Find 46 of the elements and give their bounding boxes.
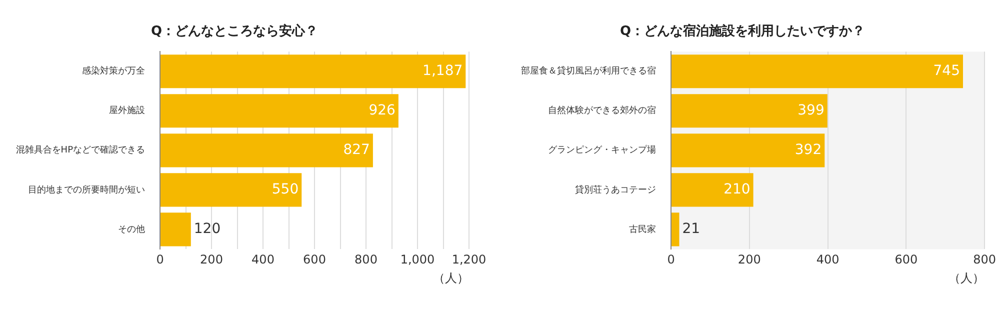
x-tick-label: 0	[156, 252, 164, 267]
y-tick-label: 貸別荘うあコテージ	[575, 184, 656, 196]
y-tick-label: 部屋食＆貸切風呂が利用できる宿	[521, 66, 656, 77]
y-tick-label: グランピング・キャンプ場	[548, 144, 656, 156]
chart-title: Q：どんなところなら安心？	[150, 23, 318, 40]
bar	[672, 173, 754, 207]
data-label: 550	[272, 182, 299, 198]
x-tick-label: 200	[738, 252, 761, 267]
x-tick-label: 800	[354, 252, 378, 267]
bar	[160, 54, 466, 88]
data-label: 745	[933, 63, 960, 79]
bar	[672, 212, 680, 246]
x-axis-title: （人）	[433, 270, 469, 285]
bar	[160, 94, 398, 128]
data-label: 926	[368, 102, 396, 119]
x-axis-title: （人）	[948, 270, 985, 285]
bar	[672, 54, 963, 88]
x-tick-label: 200	[200, 252, 223, 267]
x-tick-label: 400	[252, 252, 274, 267]
y-tick-label: 自然体験ができる郊外の宿	[548, 105, 656, 116]
data-label: 210	[724, 182, 750, 198]
data-label: 1,187	[422, 63, 463, 79]
y-tick-label: 混雑具合をHPなどで確認できる	[16, 144, 145, 156]
bar	[160, 134, 373, 168]
bar	[672, 94, 828, 128]
bar	[672, 134, 825, 168]
y-tick-label: 屋外施設	[109, 105, 145, 116]
x-tick-label: 400	[816, 252, 840, 267]
x-tick-label: 1,000	[400, 252, 435, 267]
x-tick-label: 800	[973, 252, 996, 267]
data-label: 827	[343, 142, 370, 158]
y-tick-label: 古民家	[629, 224, 656, 235]
data-label: 392	[794, 142, 822, 158]
y-tick-label: 感染対策が万全	[82, 66, 145, 77]
x-tick-label: 1,200	[452, 252, 486, 267]
bar	[160, 212, 191, 246]
x-tick-label: 0	[667, 252, 675, 267]
data-label: 399	[798, 102, 824, 119]
y-tick-label: その他	[118, 224, 145, 235]
bar	[160, 173, 302, 207]
x-tick-label: 600	[894, 252, 918, 267]
chart-title: Q：どんな宿泊施設を利用したいですか？	[620, 23, 866, 40]
data-label: 120	[194, 221, 221, 238]
y-tick-label: 目的地までの所要時間が短い	[28, 184, 145, 196]
data-label: 21	[682, 221, 700, 238]
x-tick-label: 600	[303, 252, 326, 267]
